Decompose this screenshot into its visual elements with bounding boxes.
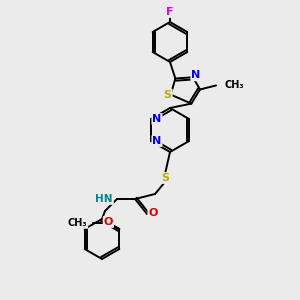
Text: F: F [166, 7, 174, 17]
Text: N: N [152, 114, 162, 124]
Text: S: S [164, 90, 172, 100]
Text: N: N [152, 136, 162, 146]
Text: O: O [148, 208, 158, 218]
Text: CH₃: CH₃ [225, 80, 244, 91]
Text: N: N [191, 70, 201, 80]
Text: CH₃: CH₃ [68, 218, 87, 228]
Text: S: S [161, 173, 169, 183]
Text: HN: HN [95, 194, 113, 204]
Text: O: O [103, 217, 113, 227]
